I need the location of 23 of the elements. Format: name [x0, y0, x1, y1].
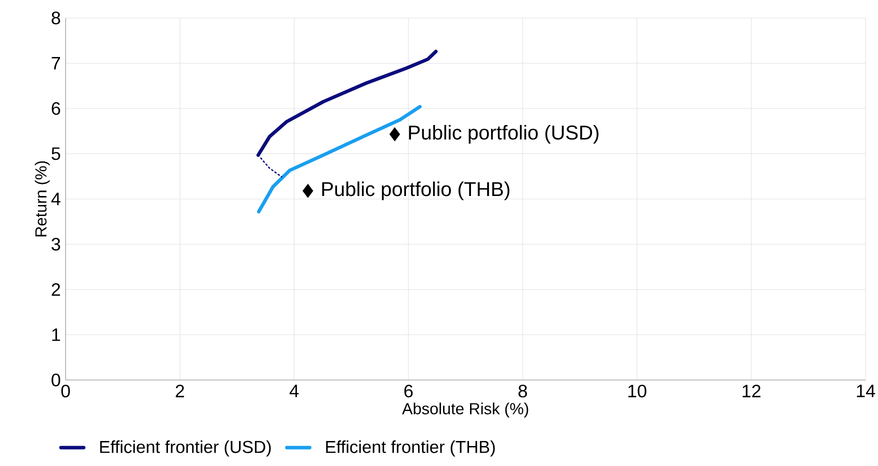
y-tick-label: 8 — [52, 12, 60, 24]
legend-label: Efficient frontier (USD) — [100, 440, 271, 457]
x-tick-label: 0 — [61, 384, 70, 398]
y-tick-label: 2 — [52, 283, 60, 296]
series-label: Public portfolio (USD) — [409, 124, 598, 144]
x-tick-label: 12 — [742, 384, 760, 398]
x-tick-label: 14 — [856, 384, 876, 398]
y-tick-label: 0 — [52, 374, 60, 386]
y-axis-title: Return (%) — [34, 161, 50, 236]
x-tick-label: 2 — [176, 384, 184, 398]
y-tick-label: 3 — [52, 238, 60, 251]
x-axis-title: Absolute Risk (%) — [402, 402, 528, 418]
y-tick-label: 6 — [52, 102, 60, 115]
y-tick-label: 4 — [51, 192, 60, 206]
x-tick-label: 4 — [290, 384, 299, 398]
y-tick-label: 1 — [52, 328, 60, 341]
y-tick-label: 5 — [52, 147, 60, 160]
x-tick-label: 10 — [628, 384, 646, 398]
x-tick-label: 6 — [404, 384, 413, 398]
legend-label: Efficient frontier (THB) — [326, 440, 495, 457]
series-label: Public portfolio (THB) — [322, 182, 510, 200]
y-tick-label: 7 — [52, 57, 60, 70]
x-tick-label: 8 — [518, 384, 527, 398]
